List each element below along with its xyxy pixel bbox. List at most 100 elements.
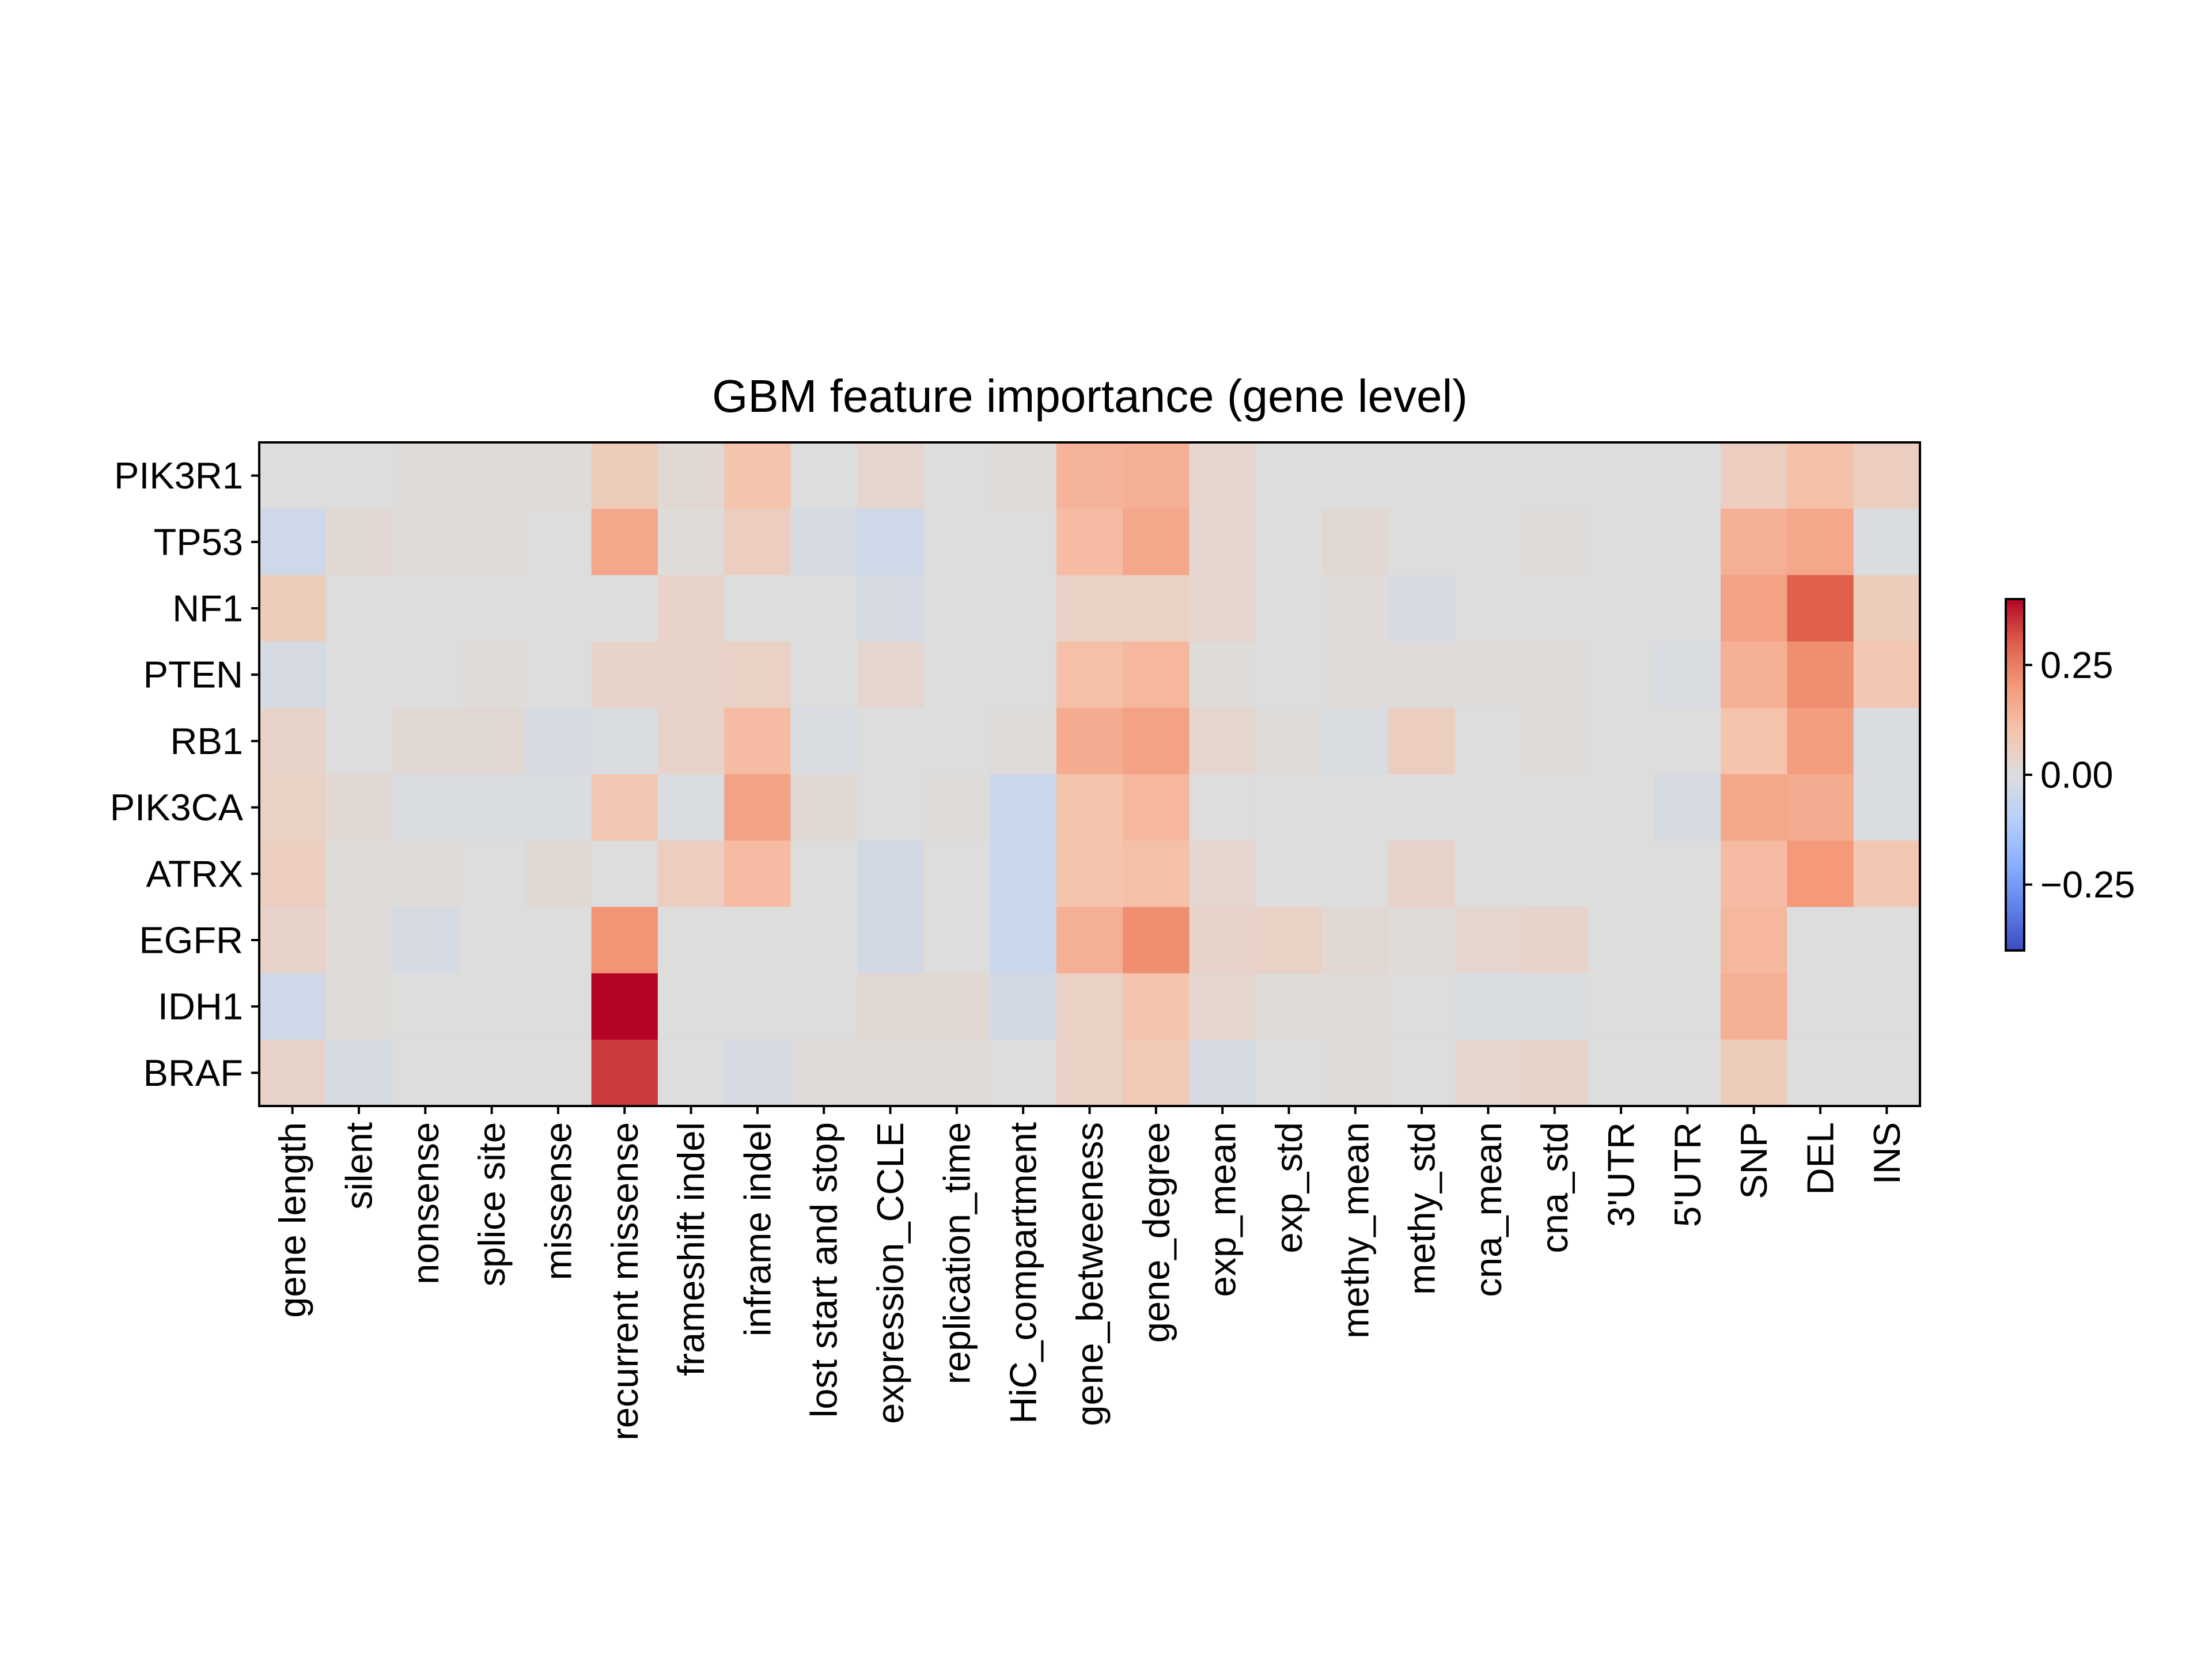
heatmap-cell [790, 707, 858, 775]
heatmap-cell [1123, 442, 1190, 509]
heatmap-cell [1853, 1039, 1921, 1107]
heatmap-cell [1455, 973, 1522, 1040]
heatmap-cell [1521, 707, 1588, 775]
heatmap-cell [1853, 575, 1921, 642]
heatmap-cell [857, 641, 924, 709]
heatmap-cell [1588, 1039, 1655, 1107]
heatmap-cell [1322, 575, 1389, 642]
x-tick-label: cna_std [1533, 1122, 1575, 1253]
heatmap-cell [657, 707, 725, 775]
heatmap-cell [458, 840, 525, 907]
heatmap-cell [1189, 641, 1256, 709]
heatmap-cell [857, 442, 924, 509]
heatmap-cell [1388, 774, 1456, 841]
heatmap-cell [1588, 907, 1655, 974]
x-tick-label: gene_betweeness [1069, 1122, 1111, 1426]
heatmap-cell [1721, 973, 1787, 1040]
heatmap-cell [923, 641, 991, 709]
heatmap-cell [591, 774, 658, 841]
heatmap-cell [1255, 840, 1323, 907]
heatmap-cell [1388, 907, 1456, 974]
heatmap-cell [1123, 509, 1190, 575]
heatmap-cell [923, 1039, 991, 1107]
heatmap-cell [1455, 907, 1522, 974]
heatmap-cell [857, 575, 924, 642]
heatmap-cell [990, 707, 1057, 775]
heatmap-cell [392, 509, 459, 575]
x-tick-label: nonsense [404, 1122, 446, 1285]
heatmap-cell [259, 973, 326, 1040]
heatmap-cell [1654, 509, 1721, 575]
heatmap-cell [923, 575, 991, 642]
colorbar-ticks: 0.25 0.00 −0.25 [2024, 644, 2135, 906]
heatmap-cell [1388, 840, 1456, 907]
heatmap-cell [657, 641, 725, 709]
y-tick-label: PIK3R1 [114, 454, 243, 497]
x-tick-label: cna_mean [1467, 1122, 1509, 1297]
heatmap-cell [1322, 973, 1389, 1040]
heatmap-cell [1521, 1039, 1588, 1107]
heatmap-cell [1787, 973, 1854, 1040]
y-tick-label: BRAF [143, 1052, 243, 1094]
heatmap-cell [525, 641, 592, 709]
heatmap-cell [1588, 641, 1655, 709]
colorbar-tick-label: 0.25 [2040, 644, 2113, 686]
heatmap-cell [1322, 707, 1389, 775]
heatmap-cell [790, 641, 858, 709]
heatmap-cell [857, 1039, 924, 1107]
heatmap-cell [458, 973, 525, 1040]
heatmap-cell [724, 774, 791, 841]
heatmap-cell [1189, 509, 1256, 575]
heatmap-cell [591, 1039, 658, 1107]
heatmap-cell [923, 509, 991, 575]
heatmap-cell [657, 442, 725, 509]
heatmap-cell [1721, 840, 1787, 907]
heatmap-cell [990, 973, 1057, 1040]
heatmap-cell [1787, 509, 1854, 575]
x-tick-label: HiC_compartment [1002, 1122, 1044, 1424]
heatmap-cell [1255, 442, 1323, 509]
x-tick-label: lost start and stop [803, 1122, 845, 1418]
heatmap-cell [1588, 575, 1655, 642]
heatmap-cell [1521, 907, 1588, 974]
heatmap-cell [724, 442, 791, 509]
heatmap-cell [1388, 509, 1456, 575]
heatmap-cell [1255, 641, 1323, 709]
heatmap-cell [1455, 509, 1522, 575]
heatmap-cell [657, 973, 725, 1040]
x-tick-label: frameshift indel [670, 1122, 712, 1376]
heatmap-cell [1455, 575, 1522, 642]
heatmap-cell [1654, 575, 1721, 642]
x-tick-label: exp_std [1268, 1122, 1310, 1253]
heatmap-cell [1787, 575, 1854, 642]
heatmap-cell [790, 442, 858, 509]
heatmap-cell [1654, 641, 1721, 709]
heatmap-cell [1521, 442, 1588, 509]
heatmap-cell [1853, 774, 1921, 841]
y-tick-label: PIK3CA [110, 786, 244, 828]
heatmap-cell [1255, 575, 1323, 642]
heatmap-cell [1255, 707, 1323, 775]
heatmap-cell [857, 973, 924, 1040]
heatmap-cell [1056, 1039, 1123, 1107]
heatmap-cell [1787, 707, 1854, 775]
heatmap-cell [325, 907, 393, 974]
heatmap-cell [657, 907, 725, 974]
heatmap-cell [990, 1039, 1057, 1107]
heatmap-cell [259, 575, 326, 642]
heatmap-cell [1787, 774, 1854, 841]
heatmap-cell [1721, 509, 1787, 575]
heatmap-cell [259, 641, 326, 709]
heatmap-cell [259, 840, 326, 907]
y-tick-label: TP53 [154, 521, 243, 563]
heatmap-cell [1654, 1039, 1721, 1107]
heatmap-cell [525, 575, 592, 642]
heatmap-cell [259, 907, 326, 974]
heatmap-cell [591, 973, 658, 1040]
x-tick-label: replication_time [935, 1122, 978, 1384]
heatmap-cell [392, 1039, 459, 1107]
heatmap-cell [1521, 575, 1588, 642]
heatmap-cell [1721, 575, 1787, 642]
heatmap-cell [458, 774, 525, 841]
heatmap-cell [1588, 840, 1655, 907]
